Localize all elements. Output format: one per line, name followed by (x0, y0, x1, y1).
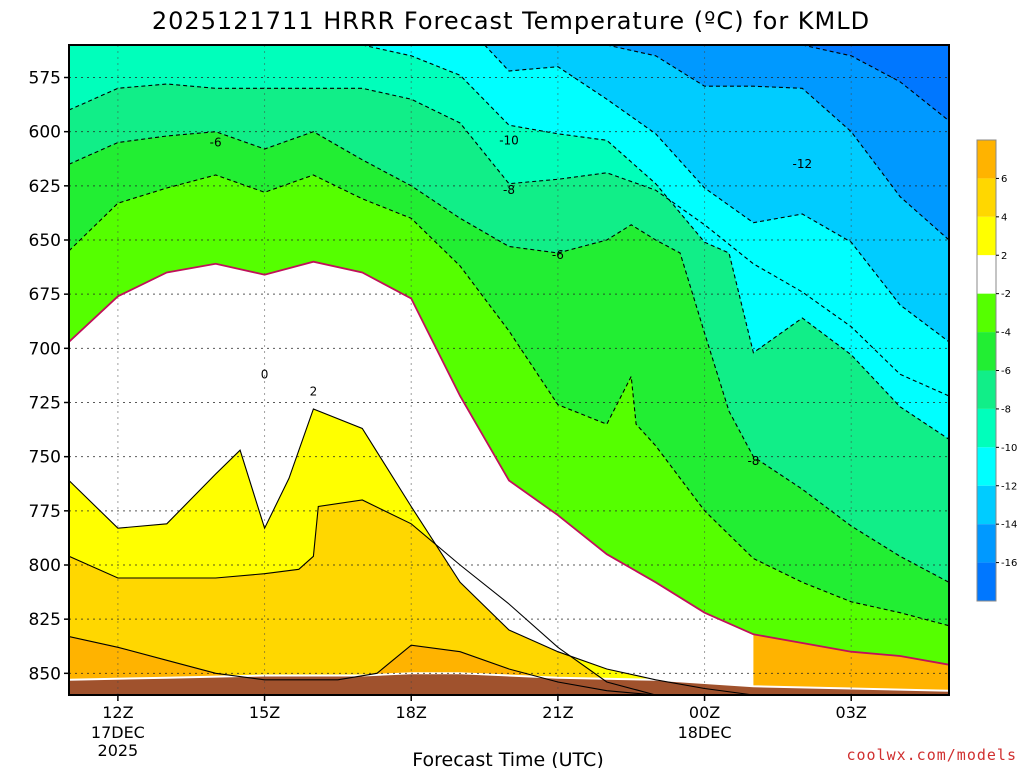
colorbar-swatch (977, 562, 996, 601)
colorbar-label: -6 (1001, 366, 1011, 377)
credit-text: coolwx.com/models (846, 746, 1017, 764)
y-tick-label: 600 (29, 123, 61, 143)
colorbar-label: 6 (1001, 174, 1007, 185)
contour-label: 0 (261, 367, 269, 381)
x-tick-label: 03Z (836, 703, 867, 722)
grid-lines (69, 45, 949, 695)
colorbar-label: -14 (1001, 520, 1017, 531)
colorbar-label: -2 (1001, 289, 1011, 300)
y-tick-label: 700 (29, 339, 61, 359)
colorbar-label: 4 (1001, 212, 1007, 223)
x-tick-label: 12Z (102, 703, 133, 722)
colorbar-label: -12 (1001, 481, 1017, 492)
contour-label: -8 (747, 454, 759, 468)
colorbar-swatch (977, 485, 996, 525)
chart-title: 2025121711 HRRR Forecast Temperature (ºC… (152, 7, 870, 35)
y-axis: 575 600 625 650 675 700 725 750 775 800 825 850 (29, 69, 69, 684)
colorbar-swatch (977, 178, 996, 217)
y-tick-label: 825 (29, 610, 61, 630)
colorbar-swatch (977, 216, 996, 256)
band-fill--14 (802, 45, 949, 121)
contour-label: -10 (499, 133, 519, 147)
contour-line-4 (69, 499, 656, 695)
colorbar-swatch (977, 408, 996, 448)
colorbar-label: 2 (1001, 251, 1007, 262)
colorbar-swatch (977, 370, 996, 409)
contour-line--4 (69, 131, 949, 583)
x-tick-label: 21Z (542, 703, 573, 722)
plot-area (69, 45, 949, 695)
plot-frame (68, 44, 950, 696)
contour-line--2 (69, 174, 949, 627)
colorbar: 6 4 2 -2 -4 -6 -8 -10 -12 -14 -16 (976, 139, 1017, 602)
contour-line--14 (802, 45, 949, 122)
y-tick-label: 675 (29, 285, 61, 305)
y-tick-label: 850 (29, 664, 61, 684)
x-tick-label: 15Z (249, 703, 280, 722)
colorbar-swatch (977, 524, 996, 563)
colorbar-label: -16 (1001, 558, 1017, 569)
x-tick-label: 18Z (396, 703, 427, 722)
terrain (69, 672, 949, 695)
contour-label: -12 (793, 157, 813, 171)
band-fill--10 (484, 45, 949, 342)
contour-lines (69, 45, 949, 695)
colorbar-label: -4 (1001, 328, 1011, 339)
band-fill--12 (606, 45, 949, 240)
colorbar-swatch (977, 140, 996, 179)
contour-line-0 (69, 260, 949, 666)
contour-line--12 (606, 45, 949, 241)
contour-labels: -6 -10 -8 -6 -12 -8 0 2 (210, 133, 813, 468)
colorbar-label: -10 (1001, 443, 1017, 454)
y-tick-label: 725 (29, 394, 61, 414)
x-tick-label: 00Z (689, 703, 720, 722)
colorbar-swatch (977, 447, 996, 486)
x-axis-label: Forecast Time (UTC) (412, 749, 603, 768)
x-tick-year: 2025 (98, 741, 139, 760)
y-tick-label: 800 (29, 556, 61, 576)
colorbar-swatch (977, 293, 996, 333)
contour-line-6 (69, 635, 656, 695)
contour-label: -6 (552, 248, 564, 262)
contour-label: 2 (310, 385, 318, 399)
contour-line-2 (69, 408, 754, 695)
y-tick-label: 775 (29, 502, 61, 522)
x-tick-date: 17DEC (91, 723, 145, 742)
colorbar-label: -8 (1001, 404, 1011, 415)
x-tick-date: 18DEC (678, 723, 732, 742)
y-tick-label: 650 (29, 231, 61, 251)
y-tick-label: 625 (29, 177, 61, 197)
y-tick-label: 750 (29, 448, 61, 468)
contour-line--8 (362, 45, 949, 440)
contour-label: -6 (210, 136, 222, 150)
contour-line--10 (484, 45, 949, 343)
colorbar-swatch (977, 255, 996, 294)
y-tick-label: 575 (29, 69, 61, 89)
contour-label: -8 (503, 183, 515, 197)
colorbar-swatch (977, 332, 996, 371)
